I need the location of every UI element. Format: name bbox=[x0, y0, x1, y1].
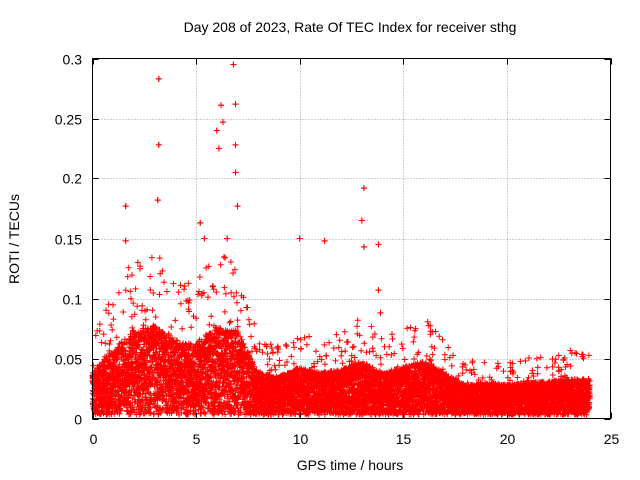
roti-peak-point bbox=[358, 217, 365, 224]
roti-peak-point bbox=[201, 235, 208, 242]
x-tick-label: 15 bbox=[396, 431, 412, 447]
y-tick-label: 0.15 bbox=[55, 232, 82, 248]
y-axis-label: ROTI / TECUs bbox=[6, 194, 22, 284]
chart-title: Day 208 of 2023, Rate Of TEC Index for r… bbox=[184, 19, 517, 35]
roti-peak-point bbox=[215, 145, 222, 152]
roti-peak-point bbox=[213, 127, 220, 134]
y-tick-labels: 0 0.05 0.1 0.15 0.2 0.25 0.3 bbox=[55, 52, 82, 428]
roti-peak-point bbox=[232, 101, 239, 108]
roti-peak-point bbox=[360, 243, 367, 250]
x-tick-label: 0 bbox=[90, 431, 98, 447]
roti-peak-point bbox=[296, 235, 303, 242]
y-tick-label: 0.3 bbox=[63, 52, 83, 68]
y-tick-label: 0.25 bbox=[55, 112, 82, 128]
roti-peak-point bbox=[360, 185, 367, 192]
roti-peak-point bbox=[234, 203, 241, 210]
roti-peak-point bbox=[122, 203, 129, 210]
plot-frame bbox=[92, 58, 611, 419]
y-tick-label: 0 bbox=[74, 412, 82, 428]
roti-peak-point bbox=[122, 237, 129, 244]
roti-peak-point bbox=[230, 61, 237, 68]
x-tick-label: 25 bbox=[604, 431, 620, 447]
roti-peak-point bbox=[375, 241, 382, 248]
roti-peak-point bbox=[375, 287, 382, 294]
roti-peak-point bbox=[224, 235, 231, 242]
roti-peak-point bbox=[377, 309, 384, 316]
roti-peak-point bbox=[155, 75, 162, 82]
roti-peak-point bbox=[232, 169, 239, 176]
roti-peak-point bbox=[232, 141, 239, 148]
roti-peak-point bbox=[197, 219, 204, 226]
x-axis-label: GPS time / hours bbox=[297, 457, 404, 473]
y-tick-label: 0.1 bbox=[63, 292, 83, 308]
x-tick-label: 5 bbox=[193, 431, 201, 447]
x-tick-label: 10 bbox=[293, 431, 309, 447]
y-tick-label: 0.2 bbox=[63, 171, 83, 187]
roti-peak-point bbox=[155, 141, 162, 148]
x-tick-labels: 0 5 10 15 20 25 bbox=[90, 431, 620, 447]
roti-peak-point bbox=[220, 119, 227, 126]
axis-ticks bbox=[92, 58, 612, 420]
roti-peak-point bbox=[321, 237, 328, 244]
y-tick-label: 0.05 bbox=[55, 352, 82, 368]
x-tick-label: 20 bbox=[500, 431, 516, 447]
roti-peak-point bbox=[154, 197, 161, 204]
roti-peak-point bbox=[217, 102, 224, 109]
